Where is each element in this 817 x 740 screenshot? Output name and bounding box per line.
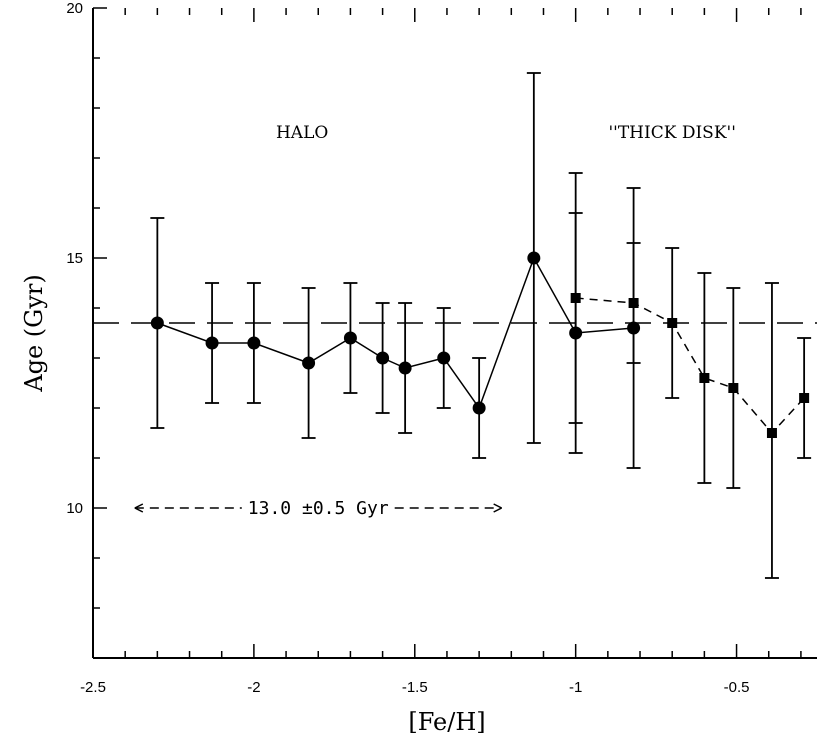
y-tick-label: 20: [66, 0, 83, 17]
series-line: [157, 256, 634, 410]
series-layer: [150, 72, 812, 579]
data-point: [570, 293, 581, 303]
data-point: [699, 373, 710, 383]
data-point: [376, 351, 390, 365]
data-point: [398, 361, 412, 375]
arrowhead-left-icon: [134, 503, 144, 513]
x-axis-title: [Fe/H]: [408, 708, 485, 736]
x-tick-label: -2: [247, 679, 260, 696]
series-2: [568, 172, 812, 579]
halo-label: HALO: [276, 123, 328, 143]
y-tick-label: 15: [66, 250, 83, 267]
series-1: [150, 72, 641, 459]
series-line: [575, 297, 805, 435]
axis-labels: -2.5 -2 -1.5 -1 -0.5 10 15 20 [Fe/H] Age (Gyr): [20, 0, 749, 736]
data-point: [472, 401, 486, 415]
error-bar: [626, 187, 641, 469]
y-tick-label: 10: [66, 500, 83, 517]
data-point: [667, 318, 678, 328]
x-tick-label: -1.5: [402, 679, 428, 696]
range-annotation: 13.0 ±0.5 Gyr: [248, 498, 389, 519]
data-point: [205, 336, 219, 350]
x-tick-label: -0.5: [724, 679, 750, 696]
data-point: [247, 336, 261, 350]
data-point: [766, 428, 777, 438]
annotations: HALO ''THICK DISK'' 13.0 ±0.5 Gyr: [134, 123, 736, 519]
data-point: [437, 351, 451, 365]
data-point: [799, 393, 810, 403]
data-point: [728, 383, 739, 393]
axis-ticks: [92, 7, 802, 659]
thick-disk-label: ''THICK DISK'': [609, 123, 736, 143]
arrowhead-right-icon: [493, 503, 502, 513]
data-point: [628, 298, 639, 308]
x-tick-label: -1: [569, 679, 582, 696]
x-tick-label: -2.5: [80, 679, 106, 696]
data-point: [527, 251, 541, 265]
data-point: [150, 316, 164, 330]
error-bar: [568, 172, 583, 454]
data-point: [302, 356, 316, 370]
data-point: [343, 331, 357, 345]
y-axis-title: Age (Gyr): [20, 274, 48, 392]
plot-frame: [92, 8, 817, 659]
